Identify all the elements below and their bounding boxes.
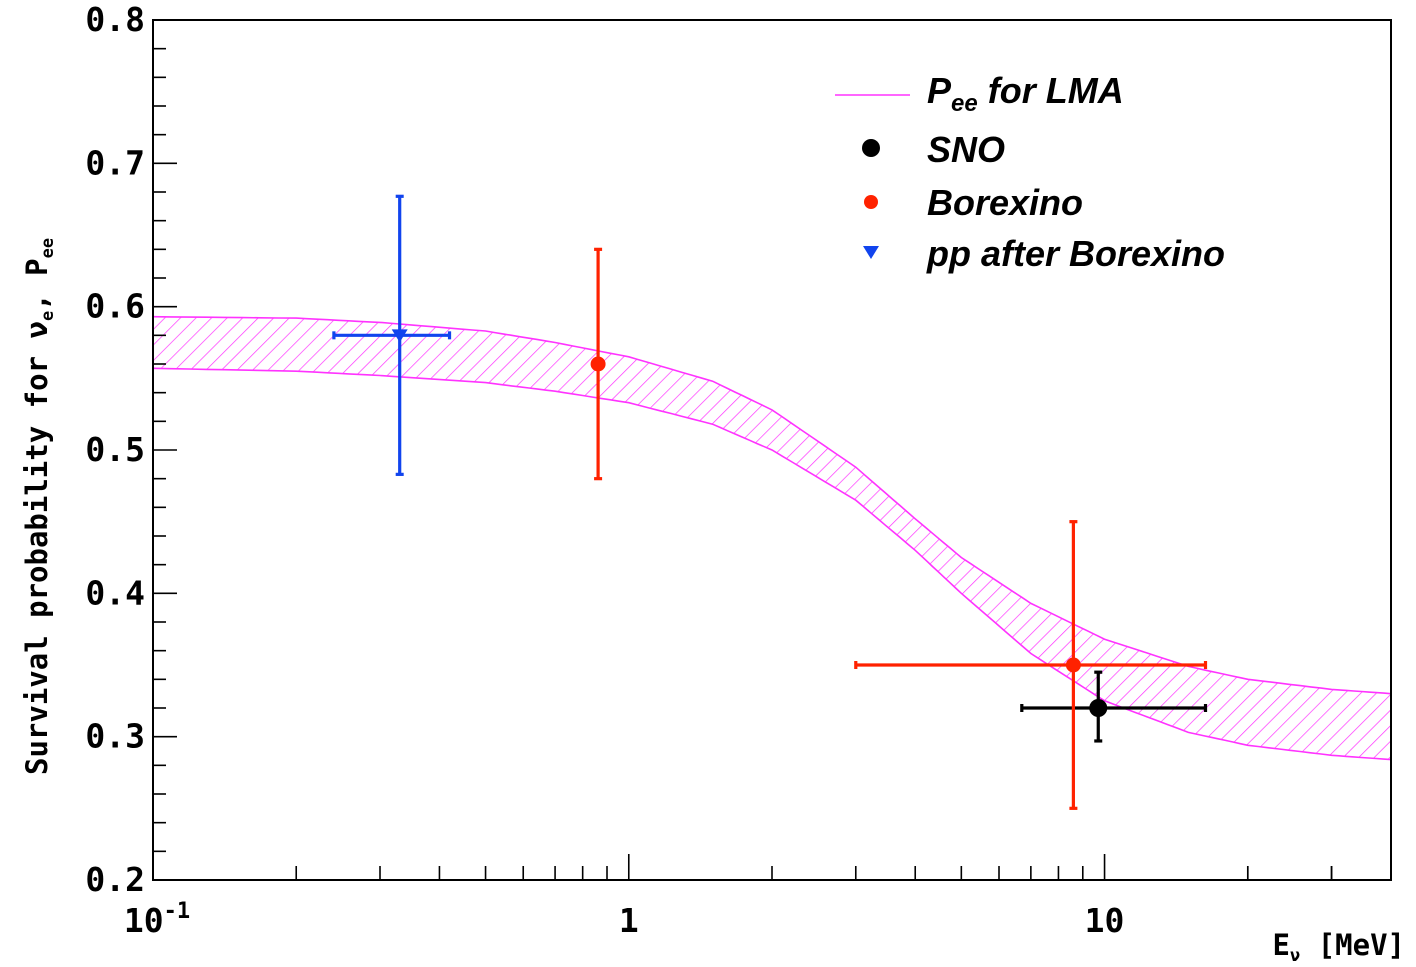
marker (391, 329, 408, 343)
y-tick-label: 0.8 (85, 0, 145, 39)
y-tick-label: 0.6 (85, 287, 145, 326)
point-sno (1020, 670, 1208, 743)
data-points (332, 194, 1208, 810)
marker (590, 356, 606, 372)
point-pp-after-borexino (332, 194, 452, 476)
x-tick-label: 10-1 (124, 899, 190, 940)
band-upper-edge (152, 315, 1392, 695)
x-tick-label: 1 (619, 901, 639, 940)
y-tick-label: 0.3 (85, 717, 145, 756)
y-axis-title: Survival probability for νe, Pee (20, 238, 58, 775)
marker (1065, 657, 1081, 673)
legend: Pee for LMA SNO Borexino pp after Borexi… (835, 70, 1225, 274)
legend-marker-borexino (864, 195, 878, 209)
point-borexino (854, 520, 1208, 810)
legend-marker-pp (863, 246, 879, 259)
marker (1089, 699, 1108, 717)
legend-label-pp: pp after Borexino (926, 233, 1225, 274)
y-tick-label: 0.4 (85, 573, 145, 612)
y-tick-label: 0.7 (85, 143, 145, 182)
x-tick-label: 10 (1085, 901, 1125, 940)
point-borexino (590, 247, 606, 481)
axis-ticks (152, 19, 1392, 881)
band-fill (153, 316, 1391, 760)
band-lower-edge (152, 367, 1392, 761)
y-tick-label: 0.5 (85, 430, 145, 469)
y-tick-label: 0.2 (85, 860, 145, 899)
legend-label-lma: Pee for LMA (927, 70, 1124, 117)
legend-label-sno: SNO (927, 129, 1005, 170)
legend-label-borexino: Borexino (927, 182, 1083, 223)
x-axis-title: Eν [MeV] (1273, 928, 1406, 966)
lma-band (152, 315, 1392, 761)
legend-marker-sno (862, 139, 880, 157)
